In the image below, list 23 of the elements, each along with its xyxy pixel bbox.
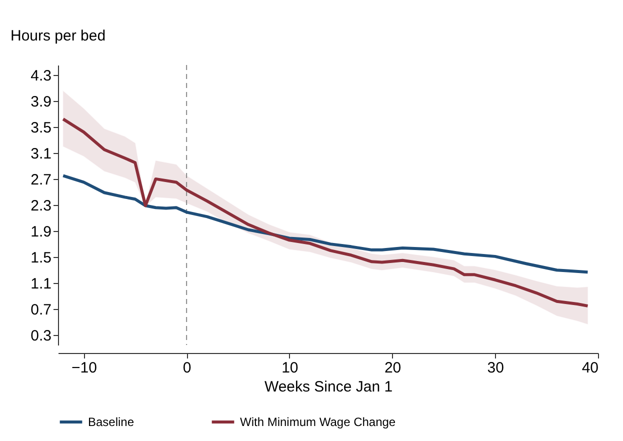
x-tick-label: 10 <box>282 360 298 376</box>
x-tick-label: 30 <box>487 360 504 376</box>
y-tick-label: 1.5 <box>30 250 52 267</box>
y-tick-label: 3.1 <box>30 145 52 162</box>
y-tick-label: 1.9 <box>30 224 52 241</box>
y-tick-label: 2.3 <box>30 198 52 214</box>
line-series <box>62 174 590 274</box>
y-tick-label: 3.9 <box>30 93 52 110</box>
y-axis-title: Hours per bed <box>10 28 106 44</box>
legend-label: With Minimum Wage Change <box>240 415 396 429</box>
line-series <box>62 118 590 308</box>
y-tick-label: 3.5 <box>30 119 52 136</box>
y-tick-label: 0.7 <box>30 302 52 319</box>
y-tick-label: 0.3 <box>30 328 52 345</box>
legend-label: Baseline <box>88 415 134 429</box>
y-tick-label: 1.1 <box>30 276 52 293</box>
x-axis-title: Weeks Since Jan 1 <box>264 378 393 396</box>
x-tick-label: 40 <box>582 360 598 376</box>
x-tick-label: 0 <box>182 360 192 376</box>
x-tick-label: −10 <box>71 360 97 376</box>
x-tick-label: 20 <box>384 360 402 376</box>
y-tick-label: 4.3 <box>30 67 52 84</box>
y-tick-label: 2.7 <box>30 171 52 188</box>
